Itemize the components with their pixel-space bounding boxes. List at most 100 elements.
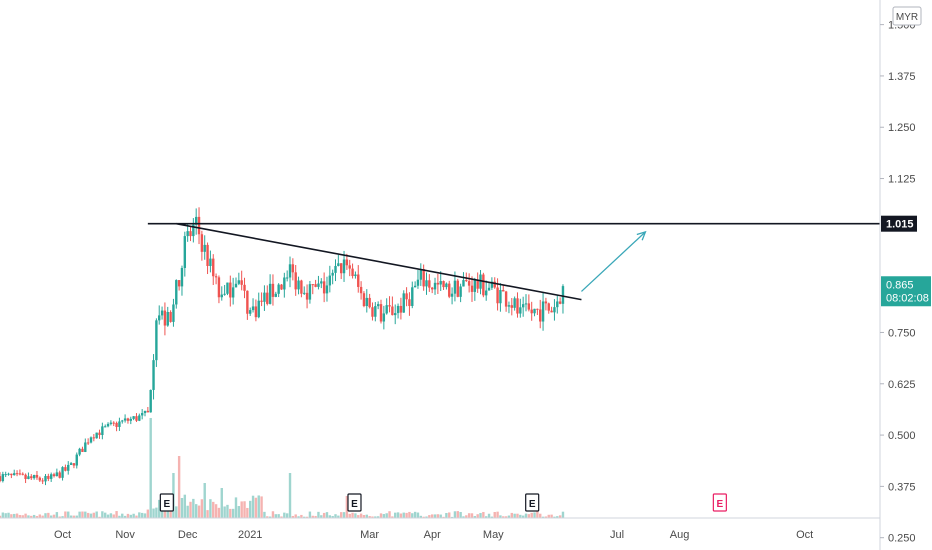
volume-bar [442,516,445,518]
y-tick-label: 0.500 [888,430,916,442]
candle-body [237,280,241,284]
candle-body [52,474,56,477]
candle-body [485,290,488,296]
candle-body [550,310,553,313]
candle-body [411,287,414,306]
volume-bar [112,514,115,518]
volume-bar [399,513,403,518]
earnings-marker-box [525,493,540,512]
candle-body [15,473,19,475]
volume-bar [95,511,98,518]
earnings-marker[interactable]: E [347,493,362,512]
earnings-marker-box [712,493,727,512]
earnings-marker[interactable]: E [712,493,727,512]
volume-bar [237,506,241,518]
candle-body [206,244,209,266]
candle-body [337,263,340,266]
candle-body [263,292,266,302]
volume-bar [388,511,391,518]
volume-bar [249,500,252,518]
volume-bar [169,507,172,518]
candle-body [280,284,283,290]
volume-bar [166,508,169,518]
candle-body [251,306,255,311]
volume-bar [470,513,474,518]
candle-body [430,287,434,290]
x-tick-label: Apr [424,529,441,541]
candle-body [530,309,533,314]
candle-body [49,474,53,479]
candle-body [38,477,42,481]
volume-bar [98,516,101,518]
volume-bar [75,515,78,518]
candle-body [18,473,22,475]
volume-bar [7,512,10,518]
candle-body [268,283,272,304]
earnings-marker[interactable]: E [159,493,174,512]
candle-body [322,281,326,294]
candle-body [115,422,118,427]
candle-body [112,422,115,424]
volume-bar [556,516,559,518]
volume-bar [334,514,337,518]
candle-body [266,292,269,304]
volume-bar [530,512,533,518]
volume-bar [510,512,513,518]
volume-bar [138,512,141,518]
volume-bar [374,516,377,518]
volume-bar [158,499,161,518]
volume-bar [445,513,448,518]
volume-bar [359,513,363,518]
y-tick-label: 1.250 [888,122,916,134]
candle-body [553,307,556,313]
candle-body [314,284,317,287]
volume-bar [146,509,150,518]
candle-body [72,463,76,466]
candle-body [413,285,417,288]
candle-body [521,304,525,308]
candle-body [334,265,337,273]
volume-bar [459,511,462,518]
candle-body [351,268,354,277]
candle-body [433,282,437,290]
volume-bar [348,513,351,518]
candle-body [177,280,181,287]
volume-bar [123,515,127,518]
volume-bar [283,512,286,518]
candle-body [331,272,334,276]
volume-bar [411,513,414,518]
y-tick-label: 0.250 [888,533,916,545]
candle-body [21,473,24,475]
candle-body [214,276,218,278]
candle-body [32,474,36,479]
earnings-marker[interactable]: E [525,493,540,512]
candle-body [422,269,425,287]
candle-body [320,281,323,284]
candle-body [470,285,474,292]
volume-bar [58,516,61,518]
volume-bar [263,511,266,518]
candle-body [61,467,64,478]
candle-body [536,308,539,310]
volume-bar [44,513,47,518]
candle-body [476,279,479,289]
volume-bar [13,513,16,518]
x-tick-label: Jul [610,529,624,541]
candle-body [13,473,16,476]
volume-bar [339,512,343,518]
volume-bar [288,473,292,518]
volume-bar [86,512,90,518]
candle-body [246,290,249,314]
volume-bar [297,516,300,518]
candle-body [197,216,201,235]
x-axis[interactable]: OctNovDec2021MarAprMayJulAugOctJun [54,529,813,541]
volume-bar [300,514,303,518]
candle-body [172,304,175,322]
volume-bar [465,515,468,518]
volume-bar [561,511,565,518]
volume-bar [135,515,138,518]
candle-body [81,448,84,452]
currency-badge[interactable]: MYR [892,6,922,26]
volume-bar [200,499,204,518]
